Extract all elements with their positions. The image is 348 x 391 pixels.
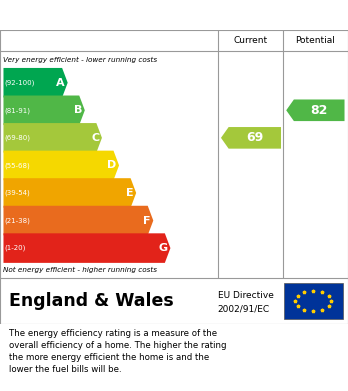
Text: (92-100): (92-100) xyxy=(5,79,35,86)
Text: EU Directive: EU Directive xyxy=(218,291,274,300)
Polygon shape xyxy=(3,178,136,208)
Text: F: F xyxy=(143,215,150,226)
Text: The energy efficiency rating is a measure of the
overall efficiency of a home. T: The energy efficiency rating is a measur… xyxy=(9,329,226,374)
Text: Energy Efficiency Rating: Energy Efficiency Rating xyxy=(9,7,219,23)
Polygon shape xyxy=(3,123,102,152)
Polygon shape xyxy=(3,233,171,263)
Text: C: C xyxy=(91,133,99,143)
Text: (39-54): (39-54) xyxy=(5,190,31,196)
Text: (55-68): (55-68) xyxy=(5,162,31,169)
Polygon shape xyxy=(221,127,281,149)
Text: A: A xyxy=(56,78,65,88)
Text: England & Wales: England & Wales xyxy=(9,292,173,310)
Text: Very energy efficient - lower running costs: Very energy efficient - lower running co… xyxy=(3,57,158,63)
Text: (21-38): (21-38) xyxy=(5,217,31,224)
Text: Current: Current xyxy=(233,36,267,45)
Text: 69: 69 xyxy=(246,131,263,144)
Text: Potential: Potential xyxy=(295,36,335,45)
Polygon shape xyxy=(286,99,345,121)
Text: E: E xyxy=(126,188,133,198)
Text: G: G xyxy=(158,243,168,253)
Text: (1-20): (1-20) xyxy=(5,245,26,251)
Text: Not energy efficient - higher running costs: Not energy efficient - higher running co… xyxy=(3,267,158,273)
Polygon shape xyxy=(3,68,68,97)
Text: (69-80): (69-80) xyxy=(5,135,31,141)
Polygon shape xyxy=(3,206,153,235)
Polygon shape xyxy=(3,95,85,125)
Text: 82: 82 xyxy=(310,104,328,117)
Text: (81-91): (81-91) xyxy=(5,107,31,113)
Text: 2002/91/EC: 2002/91/EC xyxy=(218,305,270,314)
FancyBboxPatch shape xyxy=(284,283,343,319)
Text: D: D xyxy=(107,160,116,170)
Polygon shape xyxy=(3,151,119,180)
Text: B: B xyxy=(74,105,82,115)
